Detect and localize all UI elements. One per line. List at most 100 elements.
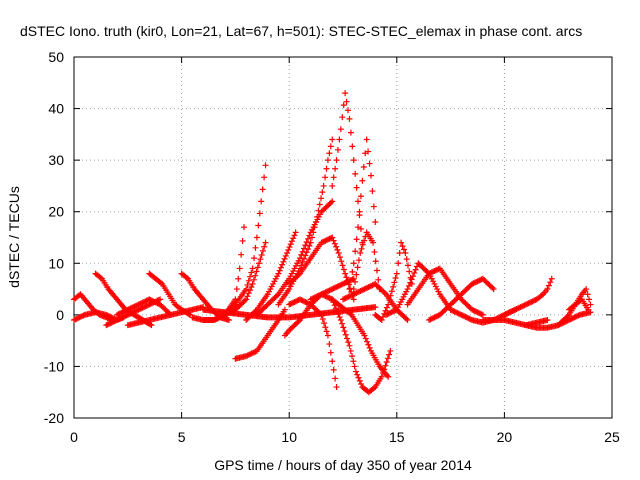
data-point [136,306,143,313]
data-point [97,274,104,281]
data-point [571,314,578,321]
data-point [105,320,112,327]
data-point [583,286,590,293]
data-point [407,279,414,286]
data-point [130,304,137,311]
data-point [564,313,571,320]
data-point [370,239,377,246]
data-point [469,306,476,313]
data-point [326,295,333,302]
data-point [350,260,357,267]
data-point [359,177,366,184]
data-point [302,252,309,259]
data-point [512,306,519,313]
data-point [538,292,545,299]
data-point [250,276,257,283]
data-point [325,294,332,301]
data-point [338,258,345,265]
data-point [353,271,360,278]
data-point [388,288,395,295]
data-point [383,304,390,311]
series-19 [307,291,394,396]
data-point [356,377,363,384]
data-point [391,307,398,314]
data-point [146,296,153,303]
data-point [352,248,359,255]
data-point [345,293,352,300]
data-point [135,306,142,313]
data-point [294,297,301,304]
data-point [75,315,82,322]
data-point [341,328,348,335]
data-point [323,328,330,335]
data-point [478,276,485,283]
data-point [303,299,310,306]
data-point [381,289,388,296]
data-point [275,270,282,277]
data-point [450,307,457,314]
data-point [587,301,594,308]
data-point [529,298,536,305]
data-point [350,157,357,164]
data-point [107,320,114,327]
data-point [251,255,258,262]
data-point [243,286,250,293]
series-17 [286,296,340,391]
data-point [80,312,87,319]
data-point [339,114,346,121]
data-point [395,260,402,267]
data-point [319,291,326,298]
data-point [274,292,281,299]
data-point [324,157,331,164]
data-point [140,298,147,305]
data-point [332,375,339,382]
data-point [544,317,551,324]
data-point [575,312,582,319]
data-point [157,296,164,303]
data-point [319,189,326,196]
data-point [247,351,254,358]
data-point [281,306,288,313]
data-point [210,317,217,324]
series-6 [124,304,207,329]
data-point [404,262,411,269]
data-point [336,136,343,143]
data-point [77,313,84,320]
data-point [383,359,390,366]
data-point [258,252,265,259]
data-point [365,284,372,291]
data-point [412,266,419,273]
data-point [390,283,397,290]
data-point [132,307,139,314]
data-point [346,293,353,300]
data-point [354,371,361,378]
data-point [383,311,390,318]
data-point [313,293,320,300]
data-point [143,297,150,304]
data-point [470,307,477,314]
data-point [241,224,248,231]
data-point [384,311,391,318]
data-point [335,249,342,256]
data-point [426,270,433,277]
data-point [431,314,438,321]
data-point [387,347,394,354]
data-point [321,292,328,299]
data-point [329,198,336,205]
x-tick-label: 10 [281,429,297,445]
data-point [350,286,357,293]
data-point [282,252,289,259]
data-point [387,309,394,316]
data-point [291,232,298,239]
data-point [336,314,343,321]
data-point [323,165,330,172]
data-point [463,314,470,321]
data-point [325,236,332,243]
data-point [346,342,353,349]
data-point [309,234,316,241]
data-point [332,165,339,172]
data-point [131,303,138,310]
data-point [333,284,340,291]
data-point [337,282,344,289]
